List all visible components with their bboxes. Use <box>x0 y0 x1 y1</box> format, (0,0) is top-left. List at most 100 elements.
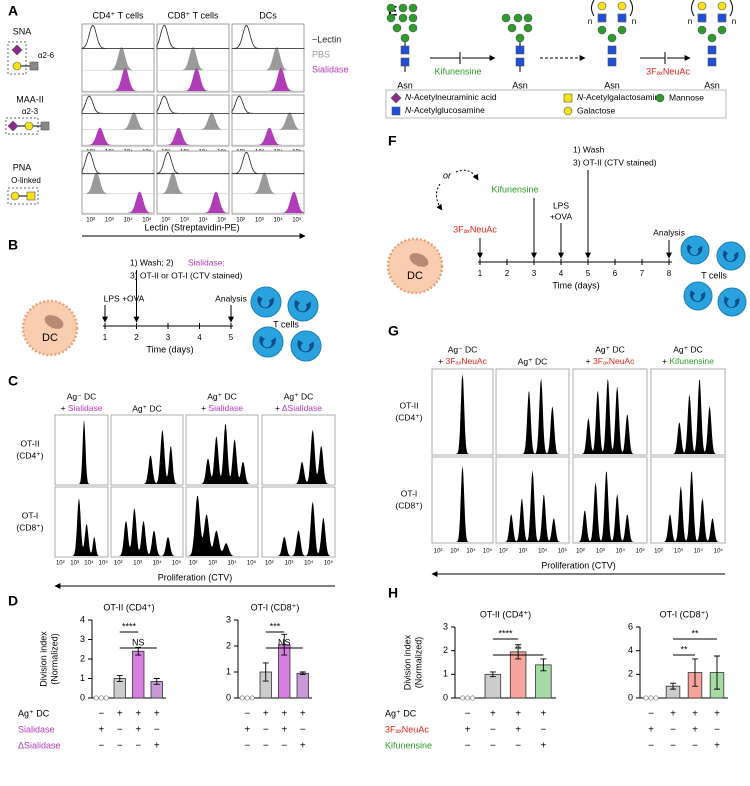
column-header: + 3FₐₓNeuAc <box>438 356 487 366</box>
row-label: PNA <box>13 162 32 172</box>
column-plus: + <box>662 356 667 366</box>
day-label: 3 <box>532 269 537 278</box>
tick-label: 10² <box>189 561 198 567</box>
bar <box>132 650 145 699</box>
y-tick-label: 0 <box>80 692 85 702</box>
condition-label: Ag⁺ DC <box>18 708 50 718</box>
glycan-circle <box>697 1 707 11</box>
error-bar <box>489 671 496 678</box>
histogram <box>157 112 229 130</box>
error-bar <box>153 678 160 685</box>
asn-label: Asn <box>604 80 620 90</box>
condition-sign: − <box>300 725 306 736</box>
asn-label: Asn <box>704 80 720 90</box>
condition-sign: + <box>281 709 287 720</box>
histogram <box>232 172 304 194</box>
glycan-circle <box>515 33 525 43</box>
significance-label: ** <box>515 644 523 654</box>
legend-italic: N <box>405 92 412 102</box>
condition-sign: + <box>117 709 123 720</box>
row-label: SNA <box>13 26 32 36</box>
axis-label: Division index <box>38 631 48 687</box>
inhibitor-label: Kifunensine <box>491 184 538 194</box>
zero-point <box>470 695 476 701</box>
histogram <box>232 112 304 130</box>
histogram <box>231 151 305 175</box>
column-header: DCs <box>259 10 277 20</box>
glycan-circle <box>398 3 408 13</box>
zero-point <box>244 695 250 701</box>
chart-title: OT-I (CD8⁺) <box>660 609 709 619</box>
glycan-circle <box>597 25 607 35</box>
tcell-nucleus <box>723 296 740 308</box>
histogram <box>263 429 334 484</box>
condition-sign: + <box>515 725 521 736</box>
histogram <box>157 172 229 194</box>
step-label: +OVA <box>550 211 573 221</box>
glycan-circle <box>10 191 20 201</box>
histogram <box>156 24 230 49</box>
legend-italic: N <box>577 92 584 102</box>
tcell-label: T cells <box>273 319 299 329</box>
histogram-frame <box>81 94 155 147</box>
glycan-circle <box>717 1 727 11</box>
y-tick-label: 3 <box>80 634 85 644</box>
legend-rest: -Acetylglucosamine <box>411 105 485 115</box>
glycan-circle <box>408 23 418 33</box>
column-header: Ag⁺ DC <box>518 356 548 366</box>
significance-label: **** <box>498 628 513 638</box>
column-header: + 3FₐₓNeuAc <box>586 356 635 366</box>
legend-box <box>385 89 727 119</box>
tick-label: 10² <box>236 218 245 224</box>
panel-label: D <box>8 593 18 609</box>
panel-label: A <box>8 3 18 19</box>
glycan-square <box>26 191 36 201</box>
tick-label: 10⁵ <box>217 217 227 224</box>
tick-label: 10⁵ <box>483 548 493 555</box>
legend-entry: Galactose <box>577 105 616 115</box>
histogram <box>156 95 230 114</box>
glycan-circle <box>513 13 523 23</box>
histogram <box>187 495 257 556</box>
tcell <box>287 290 319 322</box>
row-label: (CD4⁺) <box>395 412 422 422</box>
tcell-nucleus <box>257 296 274 309</box>
day-label: 2 <box>134 333 139 342</box>
column-header: + ΔSialidase <box>275 403 322 413</box>
condition-sign: + <box>714 741 720 752</box>
condition-sign: + <box>648 725 654 736</box>
glycan-square <box>515 45 525 55</box>
day-label: 4 <box>559 269 564 278</box>
axis-label: Proliferation (CTV) <box>158 572 233 582</box>
histogram <box>433 466 492 542</box>
condition-sign: − <box>692 741 698 752</box>
condition-sign: − <box>135 741 141 752</box>
condition-sign: + <box>490 709 496 720</box>
condition-sign: + <box>714 709 720 720</box>
histogram <box>574 471 646 542</box>
axis-label: Time (days) <box>552 280 599 290</box>
column-header: Ag⁻ DC <box>67 391 97 401</box>
histogram <box>157 127 229 145</box>
dc-cell <box>386 237 444 295</box>
zero-point <box>643 695 649 701</box>
tcell-nucleus <box>297 340 314 353</box>
row-label: OT-II <box>400 400 419 410</box>
condition-sign: + <box>154 741 160 752</box>
histogram <box>497 470 568 542</box>
column-treatment: 3FₐₓNeuAc <box>445 356 487 366</box>
tick-label: 10² <box>86 218 95 224</box>
tick-label: 10² <box>265 561 274 567</box>
condition-sign: − <box>98 709 104 720</box>
panel-label: C <box>8 373 18 389</box>
condition-sign: − <box>670 725 676 736</box>
zero-point <box>465 695 471 701</box>
y-tick-label: 0 <box>628 692 633 702</box>
glycan-circle <box>408 3 418 13</box>
tick-label: 10⁵ <box>99 560 109 567</box>
condition-sign: + <box>98 725 104 736</box>
column-plus: + <box>275 403 280 413</box>
repeat-bracket <box>591 0 595 17</box>
histogram <box>81 95 155 114</box>
legend-entry: −Lectin <box>312 34 341 44</box>
